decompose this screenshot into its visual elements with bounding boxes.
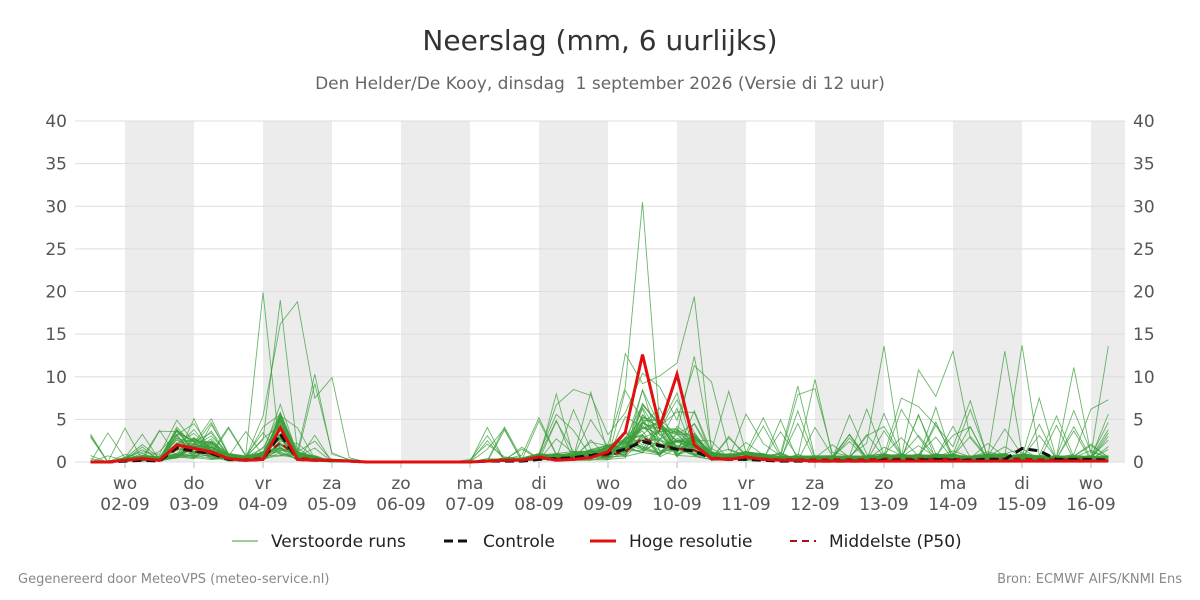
x-tick-day-16-09: wo [1079, 474, 1103, 494]
y-tick-right-35: 35 [1133, 155, 1155, 175]
y-tick-right-30: 30 [1133, 197, 1155, 217]
footer-credit: Gegenereerd door MeteoVPS (meteo-service… [18, 572, 330, 587]
x-tick-date-11-09: 11-09 [721, 495, 770, 515]
x-tick-date-12-09: 12-09 [790, 495, 839, 515]
x-tick-date-13-09: 13-09 [859, 495, 908, 515]
x-tick-day-03-09: do [183, 474, 204, 494]
x-tick-day-13-09: zo [874, 474, 893, 494]
x-tick-day-08-09: di [531, 474, 547, 494]
x-tick-day-05-09: za [322, 474, 341, 494]
x-tick-day-12-09: za [805, 474, 824, 494]
main-series-lines [90, 354, 1109, 464]
x-tick-date-15-09: 15-09 [997, 495, 1046, 515]
y-axis-right: 0 5 10 15 20 25 30 35 40 [1133, 112, 1155, 473]
y-tick-left-10: 10 [45, 368, 67, 388]
y-tick-right-5: 5 [1133, 410, 1144, 430]
x-tick-date-16-09: 16-09 [1066, 495, 1115, 515]
y-axis-left: 0 5 10 15 20 25 30 35 40 [45, 112, 67, 473]
x-tick-day-02-09: wo [113, 474, 137, 494]
x-tick-date-03-09: 03-09 [169, 495, 218, 515]
legend-label-control: Controle [483, 532, 555, 552]
x-tick-date-05-09: 05-09 [307, 495, 356, 515]
x-tick-day-04-09: vr [254, 474, 271, 494]
ensemble-member-line [90, 296, 1109, 463]
legend-label-median: Middelste (P50) [829, 532, 962, 552]
y-tick-right-40: 40 [1133, 112, 1155, 132]
x-tick-day-06-09: zo [391, 474, 410, 494]
y-tick-right-0: 0 [1133, 453, 1144, 473]
x-tick-date-14-09: 14-09 [928, 495, 977, 515]
footer-source: Bron: ECMWF AIFS/KNMI Ens [997, 572, 1182, 587]
x-tick-date-08-09: 08-09 [514, 495, 563, 515]
x-tick-day-15-09: di [1014, 474, 1030, 494]
legend-label-ensemble: Verstoorde runs [271, 532, 406, 552]
y-tick-left-30: 30 [45, 197, 67, 217]
chart-subtitle: Den Helder/De Kooy, dinsdag 1 september … [315, 74, 885, 94]
x-tick-date-06-09: 06-09 [376, 495, 425, 515]
y-tick-right-20: 20 [1133, 283, 1155, 303]
y-tick-right-25: 25 [1133, 240, 1155, 260]
series-line-middelste-p50- [90, 436, 1109, 463]
x-tick-day-14-09: ma [940, 474, 967, 494]
x-tick-day-11-09: vr [737, 474, 754, 494]
y-tick-left-25: 25 [45, 240, 67, 260]
y-tick-left-5: 5 [56, 410, 67, 430]
x-tick-day-07-09: ma [457, 474, 484, 494]
x-tick-date-02-09: 02-09 [100, 495, 149, 515]
x-tick-date-04-09: 04-09 [238, 495, 287, 515]
x-tick-date-07-09: 07-09 [445, 495, 494, 515]
y-tick-left-35: 35 [45, 155, 67, 175]
chart-title: Neerslag (mm, 6 uurlijks) [422, 24, 777, 57]
x-tick-date-10-09: 10-09 [652, 495, 701, 515]
y-tick-left-15: 15 [45, 325, 67, 345]
x-tick-day-09-09: wo [596, 474, 620, 494]
legend-label-hres: Hoge resolutie [629, 532, 753, 552]
legend: Verstoorde runs Controle Hoge resolutie … [232, 532, 962, 552]
ensemble-member-line [90, 403, 1109, 463]
y-tick-left-20: 20 [45, 283, 67, 303]
x-tick-day-10-09: do [666, 474, 687, 494]
series-line-hoge-resolutie [90, 354, 1109, 464]
y-tick-left-0: 0 [56, 453, 67, 473]
y-tick-left-40: 40 [45, 112, 67, 132]
x-axis: wo02-09do03-09vr04-09za05-09zo06-09ma07-… [100, 462, 1116, 515]
x-tick-date-09-09: 09-09 [583, 495, 632, 515]
y-tick-right-10: 10 [1133, 368, 1155, 388]
y-tick-right-15: 15 [1133, 325, 1155, 345]
